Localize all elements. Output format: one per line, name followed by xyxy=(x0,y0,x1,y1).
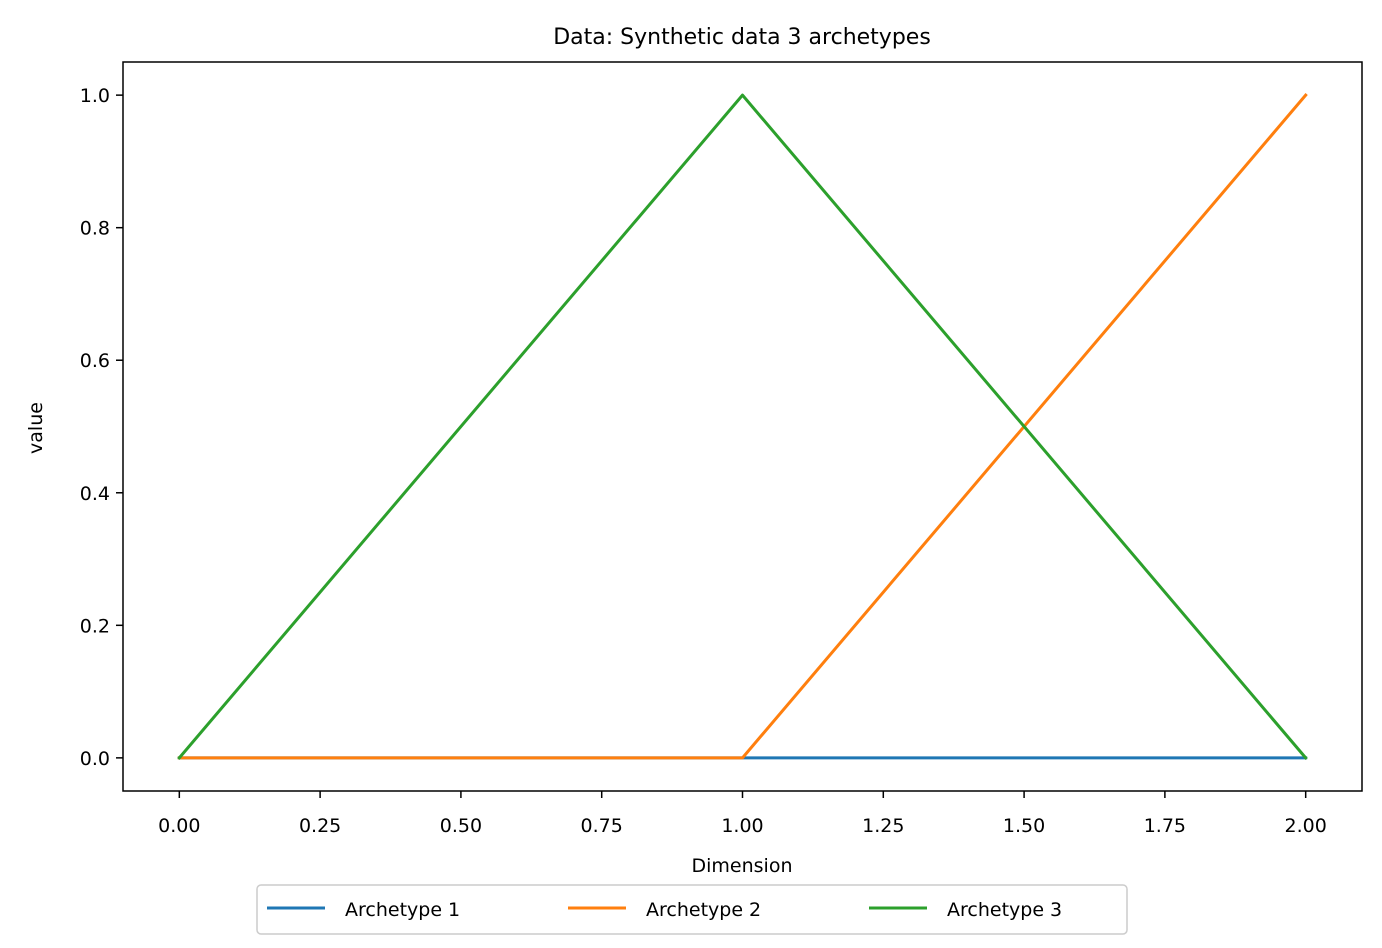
series-line-archetype-3 xyxy=(177,93,1308,760)
series-line-archetype-2 xyxy=(177,93,1308,760)
y-tick-label: 0.4 xyxy=(80,483,110,505)
legend-label: Archetype 2 xyxy=(646,899,761,921)
legend: Archetype 1 Archetype 2 Archetype 3 xyxy=(256,884,1128,935)
x-tick-label: 0.50 xyxy=(440,815,482,837)
y-tick-label: 1.0 xyxy=(80,85,110,107)
y-tick-label: 0.0 xyxy=(80,748,110,770)
y-axis-label: value xyxy=(25,402,47,454)
y-tick-label: 0.6 xyxy=(80,350,110,372)
chart-title: Data: Synthetic data 3 archetypes xyxy=(553,25,931,50)
plot-area xyxy=(123,62,1362,791)
x-tick-label: 0.75 xyxy=(581,815,623,837)
x-tick-label: 0.25 xyxy=(299,815,341,837)
y-tick-label: 0.2 xyxy=(80,615,110,637)
x-tick-label: 1.75 xyxy=(1144,815,1186,837)
x-tick-label: 2.00 xyxy=(1285,815,1327,837)
y-tick-label: 0.8 xyxy=(80,218,110,240)
legend-label: Archetype 3 xyxy=(947,899,1062,921)
x-tick-label: 0.00 xyxy=(158,815,200,837)
x-axis-ticks: 0.00 0.25 0.50 0.75 1.00 1.25 1.50 1.75 2.00 xyxy=(158,791,1327,837)
y-axis-ticks: 0.0 0.2 0.4 0.6 0.8 1.0 xyxy=(80,85,123,770)
legend-label: Archetype 1 xyxy=(345,899,460,921)
plot-frame xyxy=(122,61,1363,792)
series-layer xyxy=(177,93,1308,760)
x-tick-label: 1.00 xyxy=(721,815,763,837)
x-tick-label: 1.50 xyxy=(1003,815,1045,837)
x-axis-label: Dimension xyxy=(692,855,793,877)
x-tick-label: 1.25 xyxy=(862,815,904,837)
legend-box xyxy=(256,884,1128,935)
